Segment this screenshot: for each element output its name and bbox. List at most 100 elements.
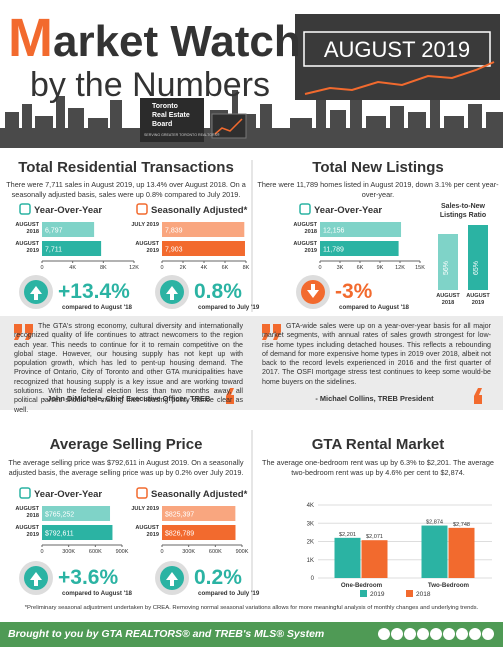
bar — [361, 540, 388, 578]
bar — [320, 222, 402, 237]
change-caption: compared to July '19 — [198, 590, 260, 597]
panel-heading: Year-Over-Year — [34, 205, 102, 216]
heading-icon — [19, 203, 31, 215]
bar — [334, 537, 361, 578]
ratio-label: 65% — [473, 261, 480, 275]
x-tick-label: 4K — [201, 265, 208, 271]
heading-icon — [136, 203, 148, 215]
x-tick-label: 6K — [222, 265, 229, 271]
x-tick-label: 600K — [89, 549, 102, 555]
date-line — [304, 61, 495, 95]
screen-line — [214, 118, 243, 135]
legend-swatch — [360, 590, 367, 597]
heading-icon — [136, 487, 148, 499]
x-tick-label: One-Bedroom — [341, 582, 383, 589]
x-tick-label: 0 — [160, 265, 163, 271]
bar-value: 6,797 — [45, 228, 63, 235]
section-title: Total Residential Transactions — [18, 159, 234, 176]
bar-value: 7,839 — [165, 228, 183, 235]
bar — [162, 222, 245, 237]
bar-value: $825,397 — [165, 512, 194, 519]
logo-text: Board — [152, 121, 172, 128]
bar — [42, 241, 102, 256]
change-caption: compared to July '19 — [198, 304, 260, 311]
quote-author: - Michael Collins, TREB President — [315, 394, 434, 403]
quote-mark — [262, 324, 482, 404]
screen-icon — [211, 113, 247, 139]
change-arrow — [166, 286, 178, 300]
quote-text: The GTA's strong economy, cultural diver… — [14, 322, 243, 414]
bar-value: $2,201 — [339, 532, 356, 538]
x-tick-label: 900K — [236, 549, 249, 555]
ratio-label: 56% — [443, 261, 450, 275]
section-title: GTA Rental Market — [312, 436, 445, 453]
date: AUGUST 2019 — [324, 37, 470, 62]
change-value: +3.6% — [58, 566, 118, 589]
quote-band — [0, 316, 503, 410]
bar-value: 7,711 — [45, 247, 62, 254]
change-arrow — [166, 572, 178, 586]
section-title: Average Selling Price — [50, 436, 203, 453]
ratio-title: Sales-to-New Listings Ratio — [439, 203, 487, 219]
section-title: Total New Listings — [312, 159, 443, 176]
bar — [421, 525, 448, 578]
subtitle: by the Numbers — [30, 66, 270, 104]
bar-label: AUGUST 2019 — [135, 525, 159, 538]
bar-value: $765,252 — [45, 512, 74, 519]
change-value: 0.2% — [194, 566, 242, 589]
x-tick-label: 0 — [160, 549, 163, 555]
bar — [162, 241, 245, 256]
x-tick-label: 900K — [116, 549, 129, 555]
bar — [162, 506, 236, 521]
bar-value: $2,874 — [426, 520, 443, 526]
bar-value: $826,789 — [165, 531, 194, 538]
date-frame — [303, 31, 491, 67]
x-tick-label: 12K — [129, 265, 139, 271]
bar-label: AUGUST 2018 — [15, 222, 39, 235]
bar-label: AUGUST 2018 — [293, 222, 317, 235]
x-tick-label: 3K — [337, 265, 344, 271]
bar — [162, 525, 236, 540]
y-tick-label: 1K — [307, 558, 314, 564]
heading-icon — [19, 487, 31, 499]
panel-heading: Seasonally Adjusted* — [151, 489, 248, 500]
footer-text: Brought to you by GTA REALTORS® and TREB… — [8, 628, 325, 640]
y-tick-label: 0 — [311, 576, 315, 582]
social-icons — [378, 628, 494, 640]
change-caption: compared to August '18 — [339, 304, 410, 311]
bar-label: AUGUST 2019 — [15, 241, 39, 254]
x-tick-label: 0 — [40, 265, 43, 271]
legend-swatch — [406, 590, 413, 597]
bar-value: $2,748 — [453, 522, 470, 528]
bar-value: 7,903 — [165, 247, 183, 254]
bar-label: AUGUST 2018 — [15, 506, 39, 519]
x-tick-label: 8K — [243, 265, 250, 271]
bar-label: AUGUST 2019 — [15, 525, 39, 538]
bar-label: AUGUST 2019 — [135, 241, 159, 254]
ratio-bar — [468, 225, 488, 290]
change-value: 0.8% — [194, 280, 242, 303]
date-panel — [295, 14, 500, 100]
x-tick-label: 600K — [209, 549, 222, 555]
logo-box — [140, 98, 204, 142]
x-tick-label: 12K — [395, 265, 405, 271]
change-arrow — [307, 284, 319, 298]
logo-tagline: SERVING GREATER TORONTO REALTORS® — [144, 133, 220, 137]
panel-heading: Year-Over-Year — [314, 205, 382, 216]
panel-heading: Seasonally Adjusted* — [151, 205, 248, 216]
section-text: There were 7,711 sales in August 2019, u… — [6, 180, 246, 199]
bar-value: $2,071 — [366, 534, 383, 540]
section-text: The average one-bedroom rent was up by 6… — [262, 458, 494, 477]
panel-heading: Year-Over-Year — [34, 489, 102, 500]
bar-value: $792,611 — [45, 531, 74, 538]
section-text: The average selling price was $792,611 i… — [8, 458, 244, 477]
ratio-category: AUGUST 2019 — [466, 293, 490, 306]
bar-label: AUGUST 2019 — [293, 241, 317, 254]
bar — [42, 525, 113, 540]
x-tick-label: 0 — [40, 549, 43, 555]
y-tick-label: 3K — [307, 521, 314, 527]
change-caption: compared to August '18 — [62, 304, 133, 311]
x-tick-label: 300K — [182, 549, 195, 555]
quote-author: - John DiMichele, Chief Executive Office… — [42, 394, 211, 403]
